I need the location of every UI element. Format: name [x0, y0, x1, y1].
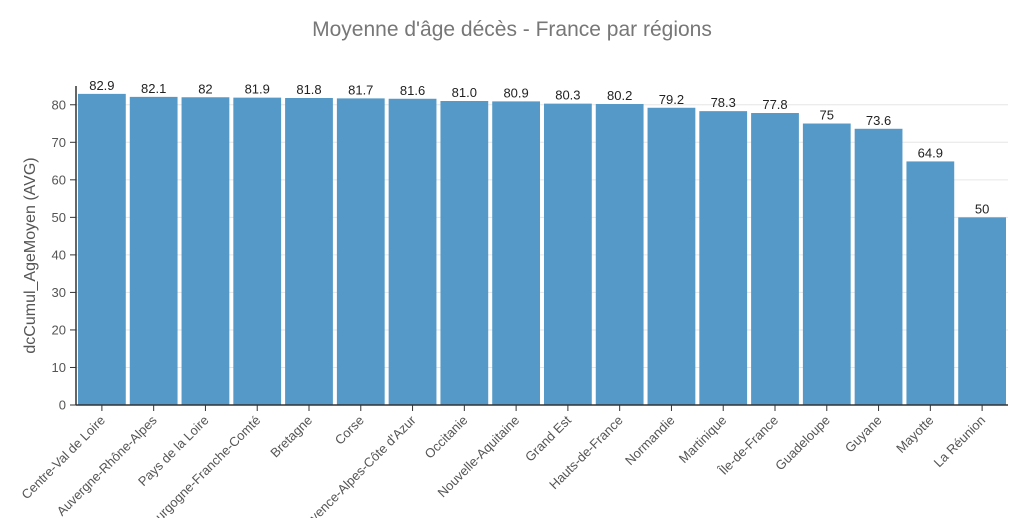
bars — [78, 93, 1006, 406]
bar-value-label: 50 — [975, 201, 989, 216]
x-category-label: Martinique — [676, 413, 730, 467]
chart-title: Moyenne d'âge décès - France par régions — [312, 18, 712, 41]
bar-value-label: 81.7 — [348, 82, 373, 97]
bar-value-label: 81.6 — [400, 83, 425, 98]
bar[interactable] — [78, 93, 126, 406]
x-category-label: Grand Est — [522, 412, 574, 464]
bar[interactable] — [181, 97, 230, 406]
bar-value-label: 80.2 — [607, 88, 632, 103]
x-category-label: Guadeloupe — [772, 413, 833, 474]
bar[interactable] — [492, 101, 540, 406]
bar[interactable] — [751, 113, 799, 405]
bar-value-label: 80.9 — [503, 85, 528, 100]
y-tick-label: 60 — [52, 172, 66, 187]
bar[interactable] — [595, 104, 644, 406]
x-category-label: Occitanie — [422, 413, 471, 462]
y-tick-label: 20 — [52, 322, 66, 337]
bar[interactable] — [285, 98, 333, 406]
bar-value-label: 82.9 — [89, 78, 114, 93]
x-category-label: Guyane — [842, 413, 885, 456]
bar-value-label: 81.0 — [452, 85, 477, 100]
bar-value-label: 64.9 — [918, 145, 943, 160]
bar-value-label: 81.8 — [296, 82, 321, 97]
bar-value-label: 73.6 — [866, 113, 891, 128]
y-tick-label: 40 — [52, 247, 66, 262]
bar[interactable] — [647, 107, 696, 405]
x-category-label: Mayotte — [893, 413, 936, 456]
y-tick-label: 30 — [52, 285, 66, 300]
y-tick-label: 10 — [52, 360, 66, 375]
bar[interactable] — [906, 161, 955, 405]
bar-value-label: 77.8 — [762, 97, 787, 112]
bar-value-label: 80.3 — [555, 88, 580, 103]
bar-value-label: 75 — [820, 108, 834, 123]
bar[interactable] — [699, 111, 748, 405]
bar-value-label: 82 — [198, 81, 212, 96]
bar[interactable] — [958, 217, 1006, 405]
bar[interactable] — [129, 96, 178, 405]
x-category-label: Centre-Val de Loire — [18, 413, 108, 503]
y-tick-label: 50 — [52, 210, 66, 225]
bar[interactable] — [336, 98, 385, 405]
bar-value-label: 81.9 — [245, 82, 270, 97]
bar[interactable] — [233, 97, 282, 405]
bar[interactable] — [440, 101, 489, 405]
y-tick-label: 0 — [59, 398, 66, 413]
x-category-label: La Réunion — [931, 413, 989, 471]
bar[interactable] — [388, 98, 437, 405]
axes — [70, 86, 1008, 411]
bar-value-label: 78.3 — [711, 95, 736, 110]
bar-value-label: 79.2 — [659, 92, 684, 107]
x-category-label: Auvergne-Rhône-Alpes — [54, 412, 161, 518]
y-tick-label: 70 — [52, 135, 66, 150]
y-tick-label: 80 — [52, 97, 66, 112]
bar[interactable] — [854, 128, 903, 406]
x-category-label: Normandie — [622, 413, 678, 469]
bar-value-label: 82.1 — [141, 81, 166, 96]
bar[interactable] — [802, 123, 851, 405]
bar[interactable] — [544, 103, 592, 405]
y-axis-title: dcCumul_AgeMoyen (AVG) — [22, 157, 39, 353]
x-category-label: Bretagne — [267, 413, 315, 461]
x-category-label: Corse — [332, 413, 367, 448]
